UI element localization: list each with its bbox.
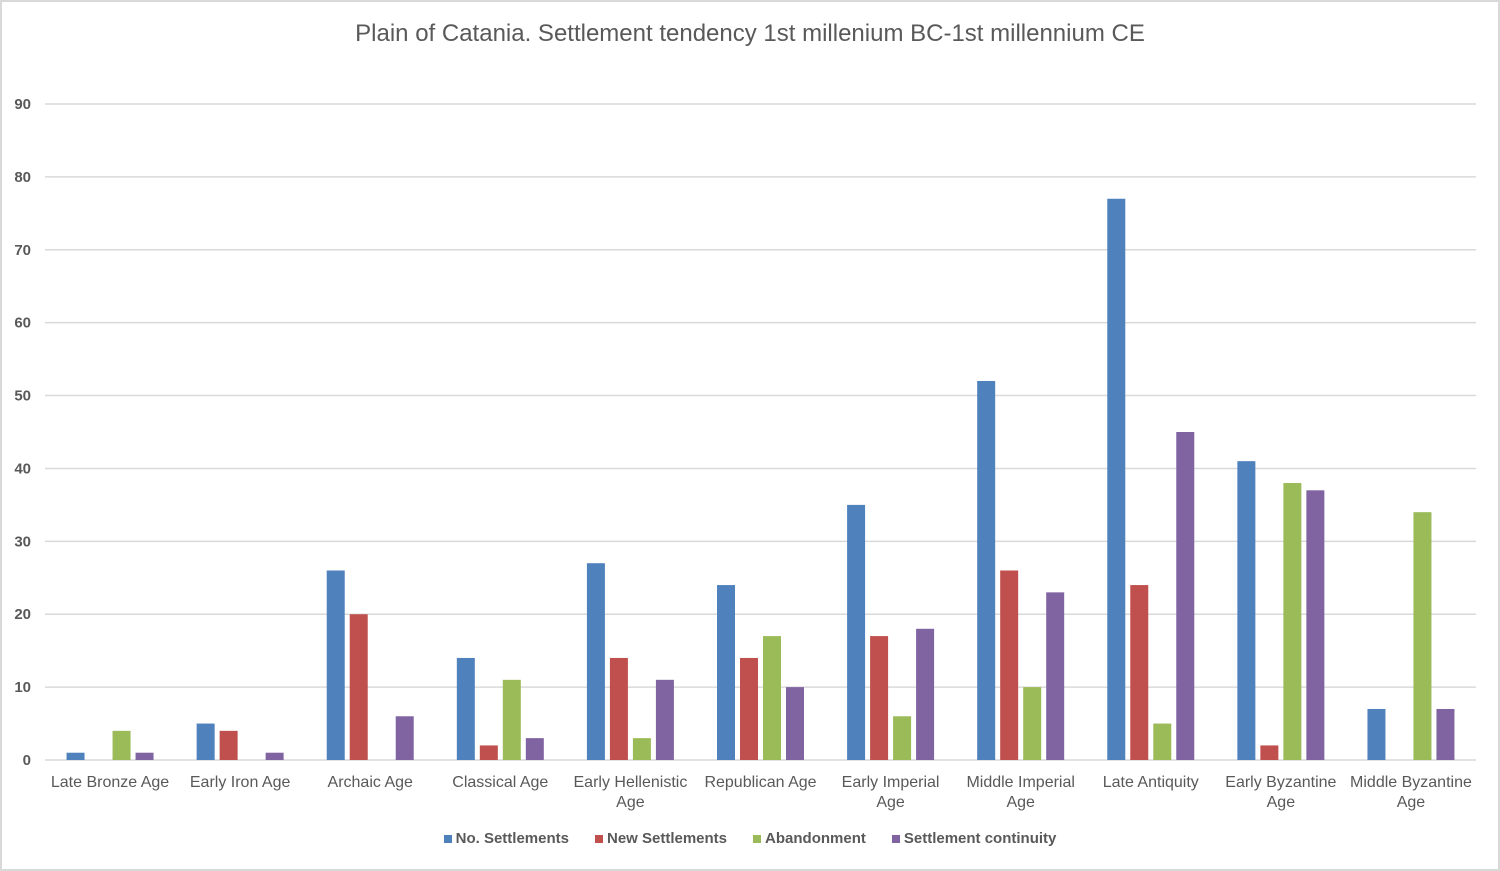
- bar-abandonment: [1413, 512, 1432, 760]
- bar-no-settlements: [847, 504, 866, 760]
- bar-new-settlements: [609, 657, 628, 760]
- bar-new-settlements: [479, 745, 498, 760]
- y-tick-label: 90: [14, 96, 31, 113]
- bar-no-settlements: [717, 585, 735, 760]
- bar-settlement-continuity: [1176, 432, 1195, 760]
- legend-item: Settlement continuity: [891, 830, 1057, 847]
- x-tick-label: Late Bronze Age: [51, 774, 169, 791]
- legend-swatch: [594, 834, 603, 843]
- bar-new-settlements: [1130, 585, 1149, 760]
- legend-item: No. Settlements: [443, 830, 569, 847]
- y-axis-ticks: 0 10 20 30 40 50 60 70 80 90: [14, 96, 31, 769]
- bar-new-settlements: [219, 730, 238, 760]
- bar-no-settlements: [456, 657, 475, 760]
- x-tick-label: Early Hellenistic: [574, 774, 688, 791]
- bar-new-settlements: [740, 657, 758, 760]
- x-tick-label: Middle Byzantine: [1350, 774, 1472, 791]
- bar-no-settlements: [586, 563, 605, 760]
- bar-abandonment: [1023, 687, 1042, 760]
- x-tick-label: Republican Age: [704, 774, 816, 791]
- legend-label: No. Settlements: [455, 830, 569, 847]
- x-axis-ticks: Late Bronze Age Early Iron Age Archaic Age…: [51, 774, 1472, 811]
- bar-settlement-continuity: [395, 716, 414, 760]
- bar-settlement-continuity: [265, 752, 284, 760]
- y-tick-label: 30: [14, 533, 31, 550]
- y-tick-label: 50: [14, 388, 31, 405]
- bar-settlement-continuity: [1306, 490, 1325, 760]
- legend-swatch: [891, 834, 900, 843]
- x-tick-label: Age: [1397, 794, 1426, 811]
- legend-label: New Settlements: [606, 830, 728, 847]
- bar-no-settlements: [196, 723, 215, 760]
- bar-settlement-continuity: [786, 687, 804, 760]
- bar-abandonment: [502, 679, 521, 760]
- y-tick-label: 80: [14, 169, 31, 186]
- bar-no-settlements: [66, 752, 85, 760]
- bar-abandonment: [112, 730, 131, 760]
- y-tick-label: 10: [14, 679, 31, 696]
- bar-new-settlements: [1000, 570, 1019, 760]
- chart-title: Plain of Catania. Settlement tendency 1s…: [355, 20, 1145, 47]
- x-tick-label: Early Iron Age: [190, 774, 291, 791]
- y-tick-label: 70: [14, 242, 31, 259]
- x-tick-label: Age: [1006, 794, 1035, 811]
- bar-no-settlements: [1237, 461, 1256, 760]
- bar-no-settlements: [977, 380, 996, 760]
- legend-label: Abandonment: [765, 830, 866, 847]
- x-tick-label: Archaic Age: [328, 774, 413, 791]
- x-tick-label: Middle Imperial: [966, 774, 1074, 791]
- x-tick-label: Early Byzantine: [1225, 774, 1336, 791]
- y-tick-label: 0: [23, 752, 31, 769]
- x-tick-label: Age: [616, 794, 645, 811]
- bar-settlement-continuity: [655, 679, 674, 760]
- y-tick-label: 60: [14, 315, 31, 332]
- bar-settlement-continuity: [1436, 708, 1455, 760]
- bar-new-settlements: [349, 614, 368, 760]
- bar-abandonment: [1283, 483, 1302, 760]
- bar-abandonment: [1153, 723, 1172, 760]
- bar-abandonment: [763, 636, 781, 760]
- y-tick-label: 40: [14, 460, 31, 477]
- bar-abandonment: [893, 716, 912, 760]
- x-tick-label: Late Antiquity: [1103, 774, 1199, 791]
- bar-abandonment: [632, 738, 651, 760]
- bar-new-settlements: [1260, 745, 1279, 760]
- y-tick-label: 20: [14, 606, 31, 623]
- legend-swatch: [753, 834, 762, 843]
- bar-no-settlements: [1107, 198, 1126, 760]
- legend-item: Abandonment: [753, 830, 866, 847]
- bar-settlement-continuity: [135, 752, 154, 760]
- legend-item: New Settlements: [594, 830, 728, 847]
- bars: [66, 198, 1455, 760]
- x-tick-label: Age: [876, 794, 905, 811]
- bar-settlement-continuity: [1046, 592, 1065, 760]
- legend-label: Settlement continuity: [903, 830, 1057, 847]
- legend-swatch: [443, 834, 452, 843]
- gridlines: [45, 103, 1476, 761]
- bar-settlement-continuity: [916, 628, 935, 760]
- x-tick-label: Early Imperial: [842, 774, 940, 791]
- x-tick-label: Age: [1267, 794, 1296, 811]
- bar-settlement-continuity: [525, 738, 544, 760]
- bar-no-settlements: [1367, 708, 1386, 760]
- x-tick-label: Classical Age: [452, 774, 548, 791]
- legend: No. Settlements New Settlements Abandonmen…: [0, 830, 1500, 847]
- bar-no-settlements: [326, 570, 345, 760]
- bar-new-settlements: [870, 636, 889, 760]
